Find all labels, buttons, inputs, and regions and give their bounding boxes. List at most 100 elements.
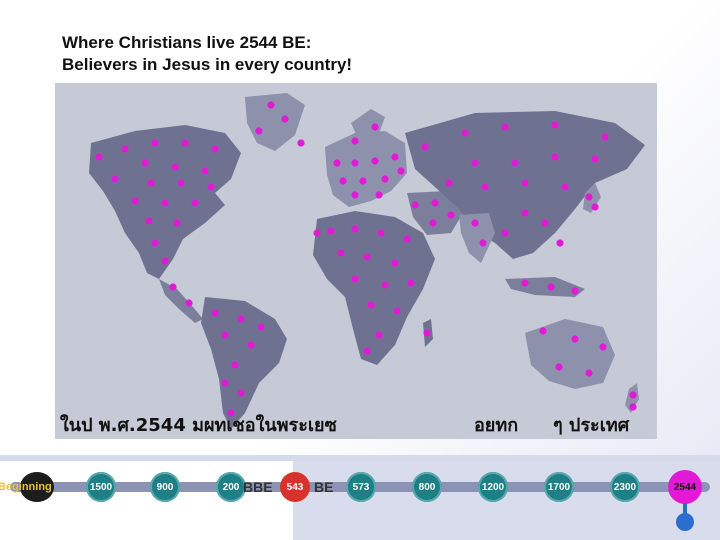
timeline-node-573[interactable]: 573 (346, 472, 376, 502)
slide-title: Where Christians live 2544 BE: Believers… (62, 32, 352, 76)
believer-dot (471, 159, 479, 167)
believer-dot (151, 139, 159, 147)
timeline-node-label: 900 (156, 481, 174, 493)
believer-dot (629, 403, 637, 411)
believer-dot (445, 179, 453, 187)
era-label-bbe: BBE (243, 479, 273, 495)
timeline-node-1200[interactable]: 1200 (478, 472, 508, 502)
believer-dot (391, 153, 399, 161)
believer-dot (267, 101, 275, 109)
timeline-node-label: 1200 (481, 481, 505, 493)
believer-dot (397, 167, 405, 175)
believer-dot (381, 281, 389, 289)
believer-dot (551, 153, 559, 161)
believer-dot (185, 299, 193, 307)
timeline-node-label: 800 (418, 481, 436, 493)
believer-dot (351, 225, 359, 233)
timeline-node-label: 2300 (613, 481, 637, 493)
believer-dot (237, 389, 245, 397)
believer-dot (297, 139, 305, 147)
timeline-node-543[interactable]: 543 (280, 472, 310, 502)
believer-dot (375, 191, 383, 199)
believer-dot (393, 307, 401, 315)
australia-landmass (525, 319, 615, 389)
believer-dot (95, 153, 103, 161)
believer-dot (333, 159, 341, 167)
believer-dot (429, 219, 437, 227)
believer-dot (461, 129, 469, 137)
believer-dot (556, 239, 564, 247)
timeline-node-beginning[interactable]: Beginning (0, 472, 54, 502)
india-landmass (459, 213, 495, 263)
believer-dot (521, 179, 529, 187)
timeline-node-2300[interactable]: 2300 (610, 472, 640, 502)
believer-dot (423, 329, 431, 337)
africa-landmass (313, 211, 435, 365)
believer-dot (351, 275, 359, 283)
believer-dot (629, 391, 637, 399)
believer-dot (221, 379, 229, 387)
greenland-landmass (245, 93, 305, 151)
believer-dot (145, 217, 153, 225)
believer-dot (363, 347, 371, 355)
believer-dot (403, 235, 411, 243)
timeline-node-800[interactable]: 800 (412, 472, 442, 502)
believer-dot (599, 343, 607, 351)
thai-caption-part-2: อยทก (474, 415, 519, 436)
believer-dot (391, 259, 399, 267)
believer-dot (141, 159, 149, 167)
timeline-node-1700[interactable]: 1700 (544, 472, 574, 502)
timeline-pointer-knob[interactable] (676, 513, 694, 531)
believer-dot (501, 229, 509, 237)
middle-east-landmass (407, 191, 463, 235)
believer-dot (481, 183, 489, 191)
timeline-bbe-region (0, 461, 293, 540)
believer-dot (173, 219, 181, 227)
believer-dot (591, 155, 599, 163)
believer-dot (521, 279, 529, 287)
believer-dots (95, 101, 637, 417)
believer-dot (377, 229, 385, 237)
timeline-node-label: 1500 (89, 481, 113, 493)
believer-dot (171, 163, 179, 171)
believer-dot (551, 121, 559, 129)
timeline-node-label: 1700 (547, 481, 571, 493)
believer-dot (211, 309, 219, 317)
timeline-node-2544[interactable]: 2544 (668, 470, 702, 504)
thai-caption-part-1: ในป พ.ศ.2544 มผทเชอในพระเยซ (60, 415, 337, 436)
believer-dot (471, 219, 479, 227)
believer-dot (169, 283, 177, 291)
believer-dot (227, 409, 235, 417)
believer-dot (201, 167, 209, 175)
timeline-node-label: 543 (286, 481, 304, 493)
timeline-node-1500[interactable]: 1500 (86, 472, 116, 502)
believer-dot (337, 249, 345, 257)
south-america-landmass (201, 297, 287, 429)
believer-dot (571, 335, 579, 343)
believer-dot (371, 157, 379, 165)
believer-dot (407, 279, 415, 287)
believer-dot (371, 123, 379, 131)
believer-dot (237, 315, 245, 323)
believer-dot (221, 331, 229, 339)
timeline-pointer-stem (683, 503, 687, 519)
believer-dot (339, 177, 347, 185)
believer-dot (255, 127, 263, 135)
believer-dot (207, 183, 215, 191)
believer-dot (121, 145, 129, 153)
central-america-landmass (159, 279, 203, 323)
believer-dot (585, 193, 593, 201)
believer-dot (351, 137, 359, 145)
believer-dot (601, 133, 609, 141)
believer-dot (421, 143, 429, 151)
timeline-node-label: 573 (352, 481, 370, 493)
timeline-node-200[interactable]: 200 (216, 472, 246, 502)
believer-dot (181, 139, 189, 147)
believer-dot (591, 203, 599, 211)
believer-dot (501, 123, 509, 131)
believer-dot (555, 363, 563, 371)
believer-dot (231, 361, 239, 369)
believer-dot (131, 197, 139, 205)
timeline-node-900[interactable]: 900 (150, 472, 180, 502)
title-line-2: Believers in Jesus in every country! (62, 55, 353, 74)
